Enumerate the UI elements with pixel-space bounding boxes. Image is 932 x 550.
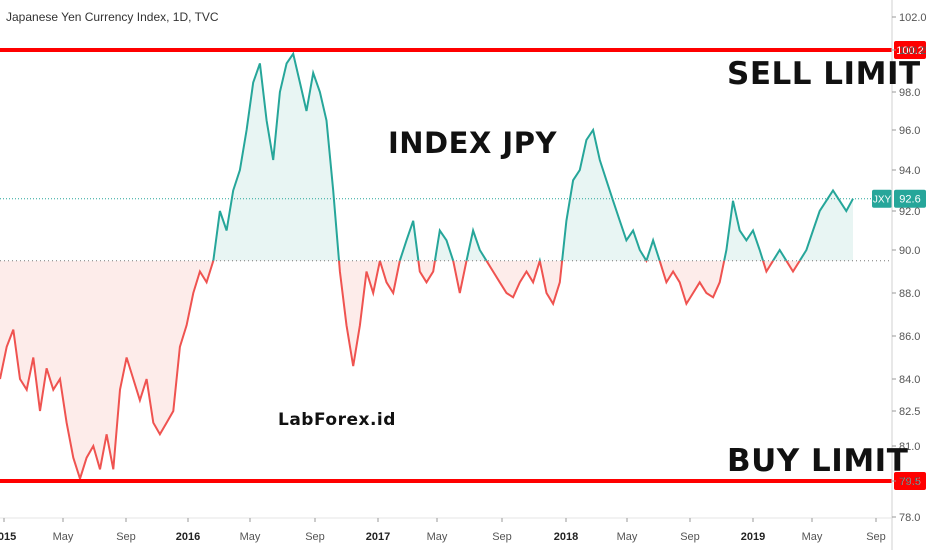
x-tick-label: Sep: [116, 531, 136, 543]
series-line-down: [0, 260, 801, 483]
x-tick-label: May: [617, 531, 638, 543]
index-label: INDEX JPY: [388, 126, 557, 160]
x-tick-label: Sep: [492, 531, 512, 543]
y-tick-label: 94.0: [899, 165, 920, 177]
y-tick-label: 84.0: [899, 374, 920, 386]
x-tick-label: 2019: [741, 531, 765, 543]
symbol-tag: [872, 189, 892, 208]
brand-label: LabForex.id: [278, 410, 396, 430]
y-tick-label: 88.0: [899, 288, 920, 300]
y-tick-label: 98.0: [899, 87, 920, 99]
x-tick-label: Sep: [866, 531, 886, 543]
buy-limit-tag: [894, 472, 926, 490]
area-fills: [0, 53, 853, 479]
x-axis: 2015 May Sep 2016 May Sep 2017 May Sep 2018 May Sep…: [0, 517, 892, 543]
chart-title: Japanese Yen Currency Index, 1D, TVC: [6, 10, 219, 24]
x-tick-label: May: [240, 531, 261, 543]
y-tick-label: 79.5: [899, 476, 920, 488]
y-tick-label: 96.0: [899, 125, 920, 137]
y-tick-label: 92.0: [899, 206, 920, 218]
buy-limit-tag-label: 79.5: [899, 476, 920, 488]
y-tick-label: 102.0: [899, 12, 927, 24]
x-tick-label: Sep: [680, 531, 700, 543]
x-tick-label: 2017: [366, 531, 390, 543]
reference-lines: 100.2 79.5 JXY 92.6: [0, 41, 926, 490]
y-axis: 102.0 100.2 98.0 96.0 94.0 92.0 90.0 88.0 86.0 84…: [891, 0, 927, 550]
sell-limit-tag: [894, 41, 926, 59]
x-tick-label: 2016: [176, 531, 200, 543]
symbol-tag-label: JXY: [873, 195, 892, 206]
x-tick-label: Sep: [305, 531, 325, 543]
y-tick-label: 86.0: [899, 331, 920, 343]
y-tick-label: 81.0: [899, 441, 920, 453]
y-tick-label: 100.2: [899, 45, 927, 57]
buy-limit-label: BUY LIMIT: [727, 443, 909, 479]
current-value-tag: [894, 189, 926, 208]
x-tick-label: May: [427, 531, 448, 543]
series-lines: [0, 51, 854, 483]
y-tick-label: 90.0: [899, 245, 920, 257]
current-value-tag-label: 92.6: [899, 194, 920, 206]
area-below-fill: [0, 260, 853, 479]
x-tick-label: May: [53, 531, 74, 543]
x-tick-label: May: [802, 531, 823, 543]
sell-limit-label: SELL LIMIT: [727, 56, 921, 92]
y-tick-label: 82.5: [899, 406, 920, 418]
x-tick-label: 2018: [554, 531, 578, 543]
y-tick-label: 78.0: [899, 512, 920, 524]
sell-limit-tag-label: 100.2: [896, 45, 924, 57]
x-tick-label: 2015: [0, 531, 16, 543]
